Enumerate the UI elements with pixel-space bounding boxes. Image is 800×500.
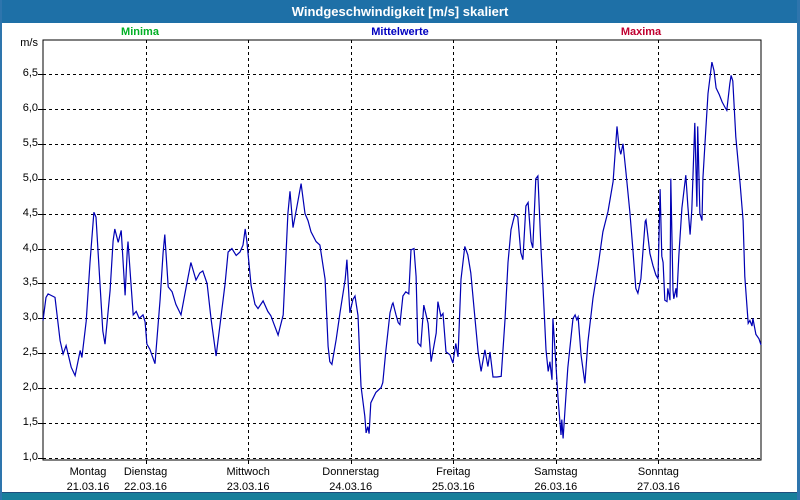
x-axis-date-label: 26.03.16: [534, 481, 578, 493]
y-axis-tick-label: 3,5: [22, 276, 38, 289]
y-axis-tick-label: 2,5: [22, 346, 38, 359]
x-axis-date-label: 24.03.16: [329, 481, 373, 493]
x-axis-day-label: Sonntag: [637, 466, 679, 478]
y-axis-tick-label: 3,0: [22, 311, 38, 324]
y-axis-tick-label: 4,0: [22, 241, 38, 254]
gridlines: [43, 40, 761, 460]
legend-maxima-label: Maxima: [620, 26, 662, 38]
y-axis-tick-label: 2,0: [22, 381, 38, 394]
window-border-right: [797, 0, 800, 500]
x-axis-day-label: Dienstag: [123, 466, 168, 478]
y-axis-unit-label: m/s: [20, 37, 38, 49]
plot-border: [42, 39, 762, 461]
title-bar: Windgeschwindigkeit [m/s] skaliert: [0, 0, 800, 23]
y-axis-tick-label: 6,5: [22, 67, 38, 79]
x-axis-day-label: Freitag: [436, 466, 471, 478]
legend-mittelwerte-label: Mittelwerte: [371, 26, 429, 38]
legend-minima-label: Minima: [121, 26, 159, 38]
x-axis-date-label: 23.03.16: [226, 481, 270, 493]
y-axis-tick-label: 4,5: [22, 206, 38, 219]
status-bar: [0, 492, 800, 500]
x-axis-date-label: 22.03.16: [124, 481, 167, 493]
window-title: Windgeschwindigkeit [m/s] skaliert: [291, 4, 509, 19]
wind-speed-line: [42, 61, 762, 439]
x-axis-day-label: Mittwoch: [226, 466, 270, 478]
x-axis-date-label: 25.03.16: [431, 481, 475, 493]
x-axis-day-label: Montag: [69, 466, 107, 478]
x-axis-day-label: Samstag: [534, 466, 578, 478]
y-axis-tick-label: 1,5: [22, 416, 38, 429]
x-axis-date-label: 21.03.16: [66, 481, 110, 493]
y-axis-tick-label: 1,0: [22, 451, 38, 463]
y-axis-tick-label: 5,5: [22, 136, 38, 149]
y-axis-tick-label: 5,0: [22, 171, 38, 184]
x-axis-date-label: 27.03.16: [637, 481, 680, 493]
axis-ticks: [38, 74, 659, 464]
x-axis-day-label: Donnerstag: [322, 466, 380, 478]
y-axis-tick-label: 6,0: [22, 101, 38, 114]
window-border-left: [0, 0, 2, 500]
